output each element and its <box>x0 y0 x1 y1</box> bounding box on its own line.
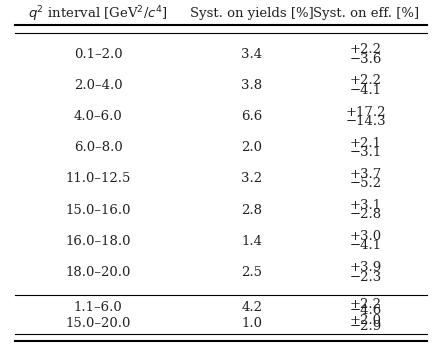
Text: 4.2: 4.2 <box>241 301 262 314</box>
Text: 18.0–20.0: 18.0–20.0 <box>65 266 131 279</box>
Text: +2.1: +2.1 <box>350 137 382 150</box>
Text: −3.1: −3.1 <box>350 146 382 159</box>
Text: −4.1: −4.1 <box>350 84 382 97</box>
Text: 3.2: 3.2 <box>241 172 262 185</box>
Text: 16.0–18.0: 16.0–18.0 <box>65 235 131 248</box>
Text: 3.4: 3.4 <box>241 48 262 61</box>
Text: +2.2: +2.2 <box>350 298 382 311</box>
Text: Syst. on yields [%]: Syst. on yields [%] <box>190 8 314 21</box>
Text: +3.1: +3.1 <box>350 199 382 212</box>
Text: −5.2: −5.2 <box>350 177 382 190</box>
Text: −4.6: −4.6 <box>350 304 382 317</box>
Text: 1.4: 1.4 <box>241 235 262 248</box>
Text: 6.6: 6.6 <box>241 110 263 123</box>
Text: $q^2$ interval [GeV$^2$/$c^4$]: $q^2$ interval [GeV$^2$/$c^4$] <box>28 4 168 24</box>
Text: +3.0: +3.0 <box>350 230 382 243</box>
Text: −4.1: −4.1 <box>350 239 382 252</box>
Text: −14.3: −14.3 <box>346 115 386 128</box>
Text: 2.0–4.0: 2.0–4.0 <box>74 79 122 92</box>
Text: Syst. on eff. [%]: Syst. on eff. [%] <box>313 8 419 21</box>
Text: 1.1–6.0: 1.1–6.0 <box>74 301 122 314</box>
Text: 11.0–12.5: 11.0–12.5 <box>65 172 131 185</box>
Text: 1.0: 1.0 <box>241 317 262 330</box>
Text: −2.8: −2.8 <box>350 208 382 221</box>
Text: 2.5: 2.5 <box>241 266 262 279</box>
Text: +3.9: +3.9 <box>350 261 382 274</box>
Text: 4.0–6.0: 4.0–6.0 <box>74 110 122 123</box>
Text: −2.3: −2.3 <box>350 270 382 284</box>
Text: 15.0–16.0: 15.0–16.0 <box>65 204 131 217</box>
Text: +3.7: +3.7 <box>350 168 382 181</box>
Text: 2.8: 2.8 <box>241 204 262 217</box>
Text: 3.8: 3.8 <box>241 79 262 92</box>
Text: −3.6: −3.6 <box>350 53 382 66</box>
Text: +2.2: +2.2 <box>350 43 382 57</box>
Text: +17.2: +17.2 <box>346 105 386 118</box>
Text: 0.1–2.0: 0.1–2.0 <box>74 48 122 61</box>
Text: +2.2: +2.2 <box>350 75 382 87</box>
Text: −2.9: −2.9 <box>350 320 382 333</box>
Text: 15.0–20.0: 15.0–20.0 <box>65 317 131 330</box>
Text: 2.0: 2.0 <box>241 141 262 154</box>
Text: +2.0: +2.0 <box>350 314 382 327</box>
Text: 6.0–8.0: 6.0–8.0 <box>74 141 122 154</box>
